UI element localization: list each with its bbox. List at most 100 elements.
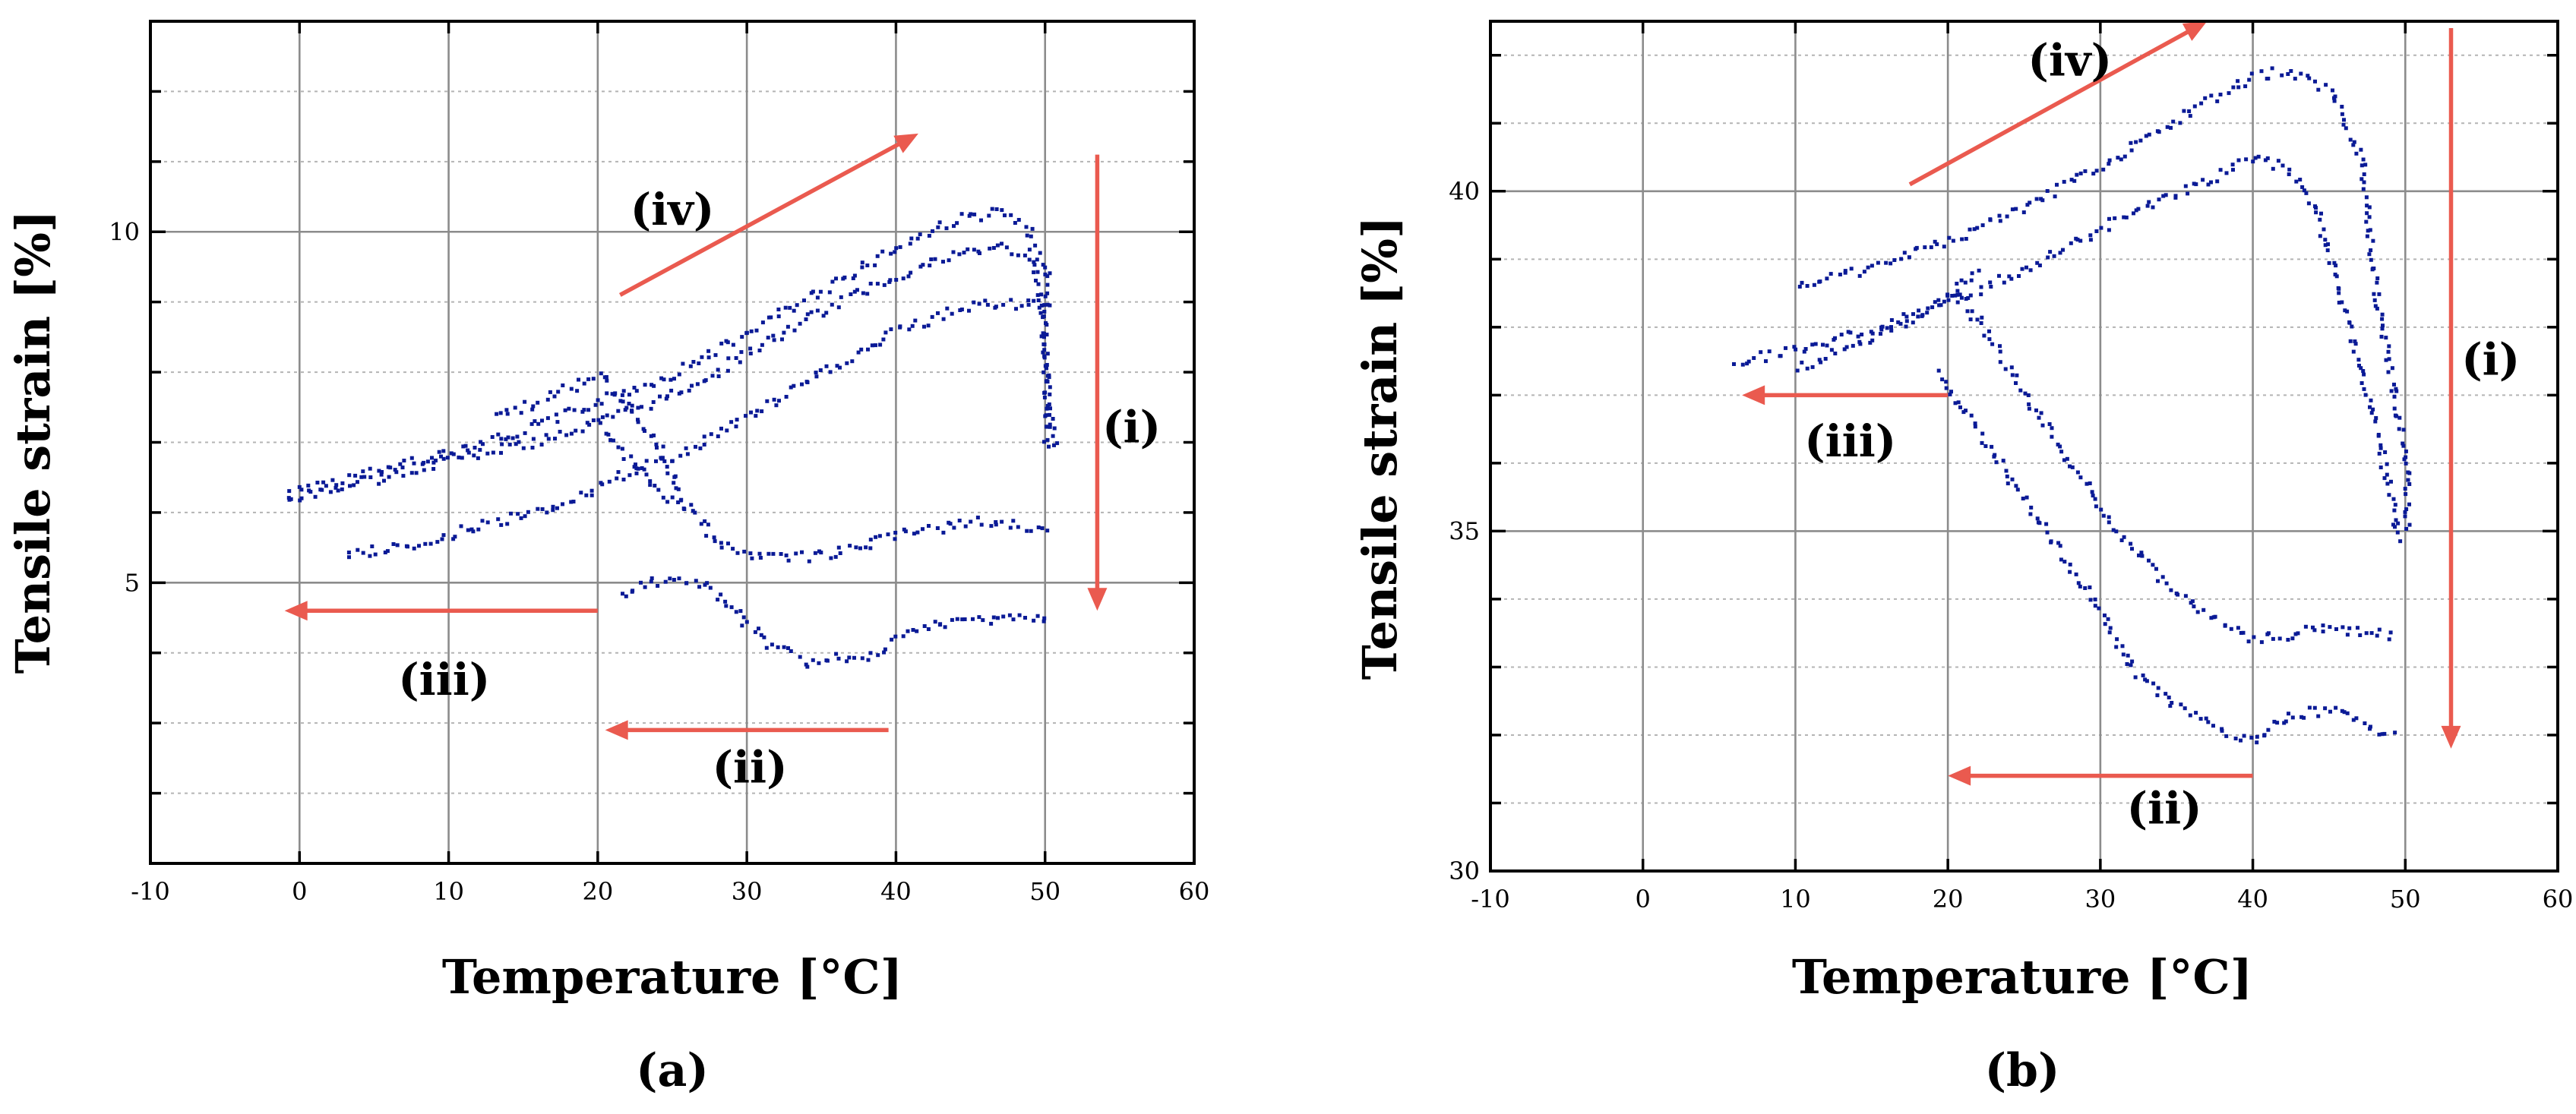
p1-data-point [1045, 274, 1050, 279]
p1-data-point [636, 406, 640, 410]
p2-data-point [2050, 434, 2054, 439]
p1-data-point [441, 533, 446, 538]
p1-data-point [621, 592, 624, 596]
p2-data-point [2115, 637, 2119, 642]
p1-data-point [368, 554, 372, 558]
p1-data-point [1032, 270, 1036, 275]
p2-data-point [2387, 344, 2391, 349]
p2-data-point [2034, 408, 2038, 412]
p1-data-point [643, 585, 647, 589]
p2-data-point [2287, 712, 2290, 716]
p2-data-point [2354, 716, 2359, 721]
p1-data-point [811, 289, 815, 294]
p2-data-point [2020, 267, 2024, 271]
p1-data-point [571, 500, 576, 503]
p1-data-point [981, 618, 985, 623]
p1-data-point [551, 508, 555, 513]
p1-data-point [631, 589, 635, 593]
p1-data-point [621, 389, 626, 393]
p2-data-point [2183, 594, 2188, 598]
p1-data-point [653, 484, 657, 488]
p2-data-point [2353, 342, 2358, 346]
p2-data-point [1953, 401, 1958, 406]
p2-data-point [1975, 226, 1980, 230]
p1-data-point [504, 437, 508, 441]
p2-data-point [2028, 268, 2033, 273]
p2-data-point [2368, 405, 2372, 409]
p2-data-point [2354, 151, 2359, 156]
p1-series-5 [621, 576, 1047, 669]
p2-data-point [2322, 227, 2326, 232]
p2-data-point [1945, 292, 1950, 297]
p1-data-point [630, 403, 634, 408]
p2-data-point [2083, 169, 2088, 173]
p1-data-point [1025, 233, 1029, 238]
p1-data-point [644, 472, 649, 477]
p2-data-point [2359, 177, 2364, 181]
p2-data-point [1953, 293, 1958, 298]
p1-data-point [1037, 305, 1041, 310]
p2-data-point [2398, 539, 2403, 544]
p2-data-point [2015, 373, 2019, 377]
p2-data-point [2307, 76, 2312, 80]
p1-data-point [960, 617, 965, 622]
p1-data-point [792, 308, 796, 313]
p2-data-point [2194, 182, 2198, 187]
p1-data-point [995, 243, 1000, 248]
p2-data-point [2332, 99, 2337, 103]
p1-data-point [1036, 282, 1041, 286]
p1-data-point [938, 622, 943, 626]
p1-data-point [606, 432, 611, 437]
p1-data-point [627, 473, 632, 478]
p2-data-point [2316, 714, 2321, 718]
p1-data-point [815, 295, 820, 300]
p1-data-point [740, 623, 744, 628]
p2-data-point [2120, 644, 2125, 649]
p1-data-point [798, 321, 802, 326]
p1-data-point [591, 418, 596, 422]
p2-data-point [2334, 627, 2338, 631]
p1-data-point [611, 415, 615, 419]
p1-data-point [340, 481, 345, 485]
p2-data-point [2340, 112, 2344, 116]
p2-data-point [2378, 446, 2383, 450]
p1-data-point [616, 409, 621, 413]
p1-data-point [760, 320, 765, 325]
p2-data-point [1794, 347, 1798, 352]
p1-data-point [865, 292, 870, 296]
p2-data-point [1920, 314, 1924, 318]
p2-data-point [2331, 88, 2334, 93]
p2-data-point [2356, 626, 2359, 630]
p2-data-point [2407, 482, 2412, 486]
p2-data-point [2024, 265, 2028, 270]
p1-data-point [754, 414, 758, 418]
p1-data-point [536, 421, 541, 426]
p1-annotation-iv: (iv) [631, 184, 715, 235]
p1-data-point [1051, 417, 1055, 421]
p1-data-point [774, 403, 779, 408]
p1-data-point [1011, 617, 1016, 622]
p2-data-point [1926, 306, 1930, 311]
p1-data-point [509, 511, 513, 516]
p1-data-point [868, 546, 873, 551]
p1-data-point [400, 465, 405, 470]
p2-data-point [2056, 541, 2061, 545]
p2-data-point [1933, 239, 1937, 244]
p2-data-point [1955, 282, 1959, 286]
p1-data-point [972, 212, 977, 216]
p1-data-point [712, 535, 716, 540]
p1-data-point [498, 411, 503, 415]
p1-data-point [451, 452, 456, 456]
p2-data-point [2134, 140, 2138, 144]
p1-data-point [406, 544, 409, 549]
p2-data-point [2380, 732, 2385, 737]
p2-data-point [2403, 514, 2407, 519]
p1-data-point [627, 402, 631, 406]
p2-data-point [2300, 185, 2305, 189]
p1-data-point [352, 483, 356, 488]
p1-data-point [985, 302, 990, 307]
p1-data-point [347, 555, 351, 560]
p1-data-point [681, 361, 685, 366]
p2-data-point [2126, 653, 2130, 658]
p1-data-point [469, 527, 474, 532]
